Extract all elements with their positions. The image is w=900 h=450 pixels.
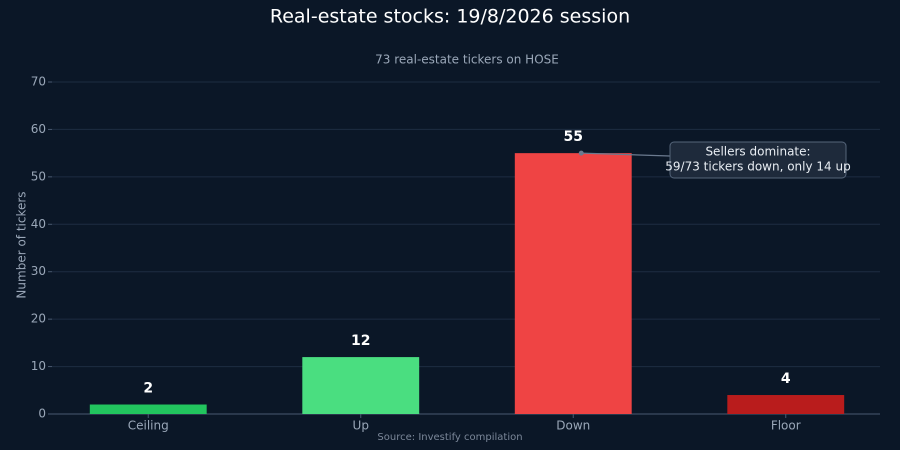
y-tick-label: 0 [38, 407, 46, 421]
bar [302, 357, 420, 414]
x-tick-label: Down [556, 419, 590, 433]
value-label: 55 [564, 129, 583, 145]
y-tick-label: 70 [31, 75, 46, 89]
source-note: Source: Investify compilation [377, 432, 522, 443]
y-tick-label: 30 [31, 264, 46, 278]
chart-title: Real-estate stocks: 19/8/2026 session [270, 6, 630, 28]
x-tick-label: Up [353, 419, 369, 433]
y-tick-label: 50 [31, 169, 46, 183]
y-axis-label: Number of tickers [15, 191, 29, 298]
annotation-box [669, 141, 847, 179]
y-tick-label: 10 [31, 359, 46, 373]
value-label: 4 [781, 371, 791, 387]
value-label: 12 [351, 333, 370, 349]
chart-subtitle: 73 real-estate tickers on HOSE [375, 53, 559, 67]
annotation-text: 59/73 tickers down, only 14 up [665, 160, 850, 174]
y-tick-label: 40 [31, 217, 46, 231]
x-tick-label: Ceiling [128, 419, 169, 433]
annotation-text: Sellers dominate: [705, 145, 810, 159]
value-label: 2 [143, 381, 153, 397]
y-tick-label: 20 [31, 312, 46, 326]
annotation-arrow [581, 152, 671, 157]
bar [514, 153, 632, 414]
bar [727, 395, 845, 414]
annotation-arrowhead [578, 150, 584, 156]
y-tick-label: 60 [31, 122, 46, 136]
x-tick-label: Floor [771, 419, 801, 433]
bar [89, 404, 207, 414]
